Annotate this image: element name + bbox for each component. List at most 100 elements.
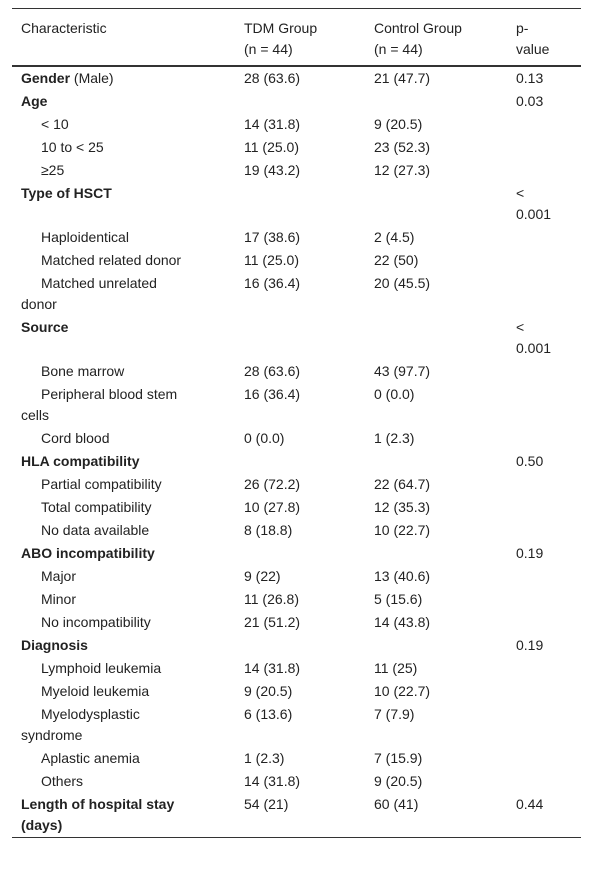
value-cell: 0.19 xyxy=(507,542,581,565)
header-subtext: (n = 44) xyxy=(374,41,423,57)
sub-row: No data available 8 (18.8) 10 (22.7) xyxy=(12,519,581,542)
value-cell xyxy=(507,747,581,770)
row-label: < 10 xyxy=(41,116,69,132)
group-row: Gender (Male) 28 (63.6) 21 (47.7) 0.13 xyxy=(12,66,581,90)
row-label: Myeloid leukemia xyxy=(41,683,150,699)
cell-value: 1 (2.3) xyxy=(244,750,285,766)
value-cell xyxy=(507,383,581,427)
value-cell: 8 (18.8) xyxy=(235,519,365,542)
row-label-cell: Myelodysplastic syndrome xyxy=(12,703,235,747)
sub-row: Aplastic anemia 1 (2.3) 7 (15.9) xyxy=(12,747,581,770)
cell-value: 28 (63.6) xyxy=(244,363,301,379)
cell-value: 14 (31.8) xyxy=(244,660,301,676)
value-cell: 26 (72.2) xyxy=(235,473,365,496)
cell-value: 28 (63.6) xyxy=(244,70,301,86)
value-cell: 54 (21) xyxy=(235,793,365,838)
value-cell: 1 (2.3) xyxy=(365,427,507,450)
value-cell: 16 (36.4) xyxy=(235,383,365,427)
value-cell xyxy=(507,657,581,680)
sub-row: Major 9 (22) 13 (40.6) xyxy=(12,565,581,588)
value-cell xyxy=(365,542,507,565)
group-label: Type of HSCT xyxy=(21,185,112,201)
value-cell: 6 (13.6) xyxy=(235,703,365,747)
value-cell xyxy=(507,360,581,383)
row-label-cell: Source xyxy=(12,316,235,360)
value-cell: 19 (43.2) xyxy=(235,159,365,182)
row-label-cell: Age xyxy=(12,90,235,113)
row-label-cell: Diagnosis xyxy=(12,634,235,657)
value-cell: 5 (15.6) xyxy=(365,588,507,611)
value-cell: 16 (36.4) xyxy=(235,272,365,316)
value-cell: 22 (64.7) xyxy=(365,473,507,496)
value-cell xyxy=(507,770,581,793)
group-label: Diagnosis xyxy=(21,637,88,653)
cell-value: 0.03 xyxy=(516,93,544,109)
value-cell: 14 (31.8) xyxy=(235,657,365,680)
group-label: Length of hospital stay (days) xyxy=(21,796,175,833)
row-label-cell: No data available xyxy=(12,519,235,542)
row-label-cell: 10 to < 25 xyxy=(12,136,235,159)
cell-value: 22 (50) xyxy=(374,252,419,268)
value-cell: < 0.001 xyxy=(507,182,581,226)
row-label-cell: Myeloid leukemia xyxy=(12,680,235,703)
row-label: Partial compatibility xyxy=(41,476,162,492)
value-cell xyxy=(507,680,581,703)
value-cell: 13 (40.6) xyxy=(365,565,507,588)
row-label: Haploidentical xyxy=(41,229,129,245)
value-cell: 0.13 xyxy=(507,66,581,90)
row-label: Matched related donor xyxy=(41,252,182,268)
row-label: No incompatibility xyxy=(41,614,151,630)
value-cell: 20 (45.5) xyxy=(365,272,507,316)
value-cell: 11 (25.0) xyxy=(235,249,365,272)
cell-value: 22 (64.7) xyxy=(374,476,431,492)
cell-value: 9 (20.5) xyxy=(244,683,293,699)
cell-value: < 0.001 xyxy=(516,319,552,356)
value-cell xyxy=(507,427,581,450)
value-cell: 10 (22.7) xyxy=(365,519,507,542)
value-cell: 28 (63.6) xyxy=(235,66,365,90)
cell-value: 9 (20.5) xyxy=(374,773,423,789)
sub-row: Bone marrow 28 (63.6) 43 (97.7) xyxy=(12,360,581,383)
sub-row: No incompatibility 21 (51.2) 14 (43.8) xyxy=(12,611,581,634)
group-label: ABO incompatibility xyxy=(21,545,155,561)
cell-value: 21 (47.7) xyxy=(374,70,431,86)
cell-value: 0 (0.0) xyxy=(374,386,415,402)
cell-value: 60 (41) xyxy=(374,796,419,812)
cell-value: 17 (38.6) xyxy=(244,229,301,245)
cell-value: 9 (20.5) xyxy=(374,116,423,132)
value-cell xyxy=(507,136,581,159)
value-cell: 11 (25.0) xyxy=(235,136,365,159)
cell-value: 16 (36.4) xyxy=(244,386,301,402)
cell-value: 20 (45.5) xyxy=(374,275,431,291)
value-cell xyxy=(507,519,581,542)
cell-value: 10 (27.8) xyxy=(244,499,301,515)
group-label: Age xyxy=(21,93,48,109)
header-text: Characteristic xyxy=(21,20,107,36)
cell-value: 0.44 xyxy=(516,796,544,812)
value-cell: 21 (51.2) xyxy=(235,611,365,634)
cell-value: 0.19 xyxy=(516,545,544,561)
sub-row: Matched unrelated donor 16 (36.4) 20 (45.5… xyxy=(12,272,581,316)
row-label: Total compatibility xyxy=(41,499,152,515)
group-row: Age 0.03 xyxy=(12,90,581,113)
cell-value: 14 (31.8) xyxy=(244,116,301,132)
row-label: Lymphoid leukemia xyxy=(41,660,162,676)
cell-value: 11 (25.0) xyxy=(244,139,299,155)
value-cell xyxy=(507,611,581,634)
value-cell xyxy=(507,473,581,496)
value-cell xyxy=(235,90,365,113)
cell-value: 13 (40.6) xyxy=(374,568,431,584)
row-label-cell: ≥25 xyxy=(12,159,235,182)
sub-row: Total compatibility 10 (27.8) 12 (35.3) xyxy=(12,496,581,519)
sub-row: Peripheral blood stem cells 16 (36.4) 0 (0… xyxy=(12,383,581,427)
table-body: Gender (Male) 28 (63.6) 21 (47.7) 0.13 Age 0.… xyxy=(12,66,581,838)
cell-value: 0.19 xyxy=(516,637,544,653)
value-cell xyxy=(507,226,581,249)
value-cell: 14 (43.8) xyxy=(365,611,507,634)
value-cell: 14 (31.8) xyxy=(235,770,365,793)
group-row: ABO incompatibility 0.19 xyxy=(12,542,581,565)
header-cell: p-value xyxy=(507,9,581,67)
row-label-cell: HLA compatibility xyxy=(12,450,235,473)
value-cell xyxy=(365,316,507,360)
